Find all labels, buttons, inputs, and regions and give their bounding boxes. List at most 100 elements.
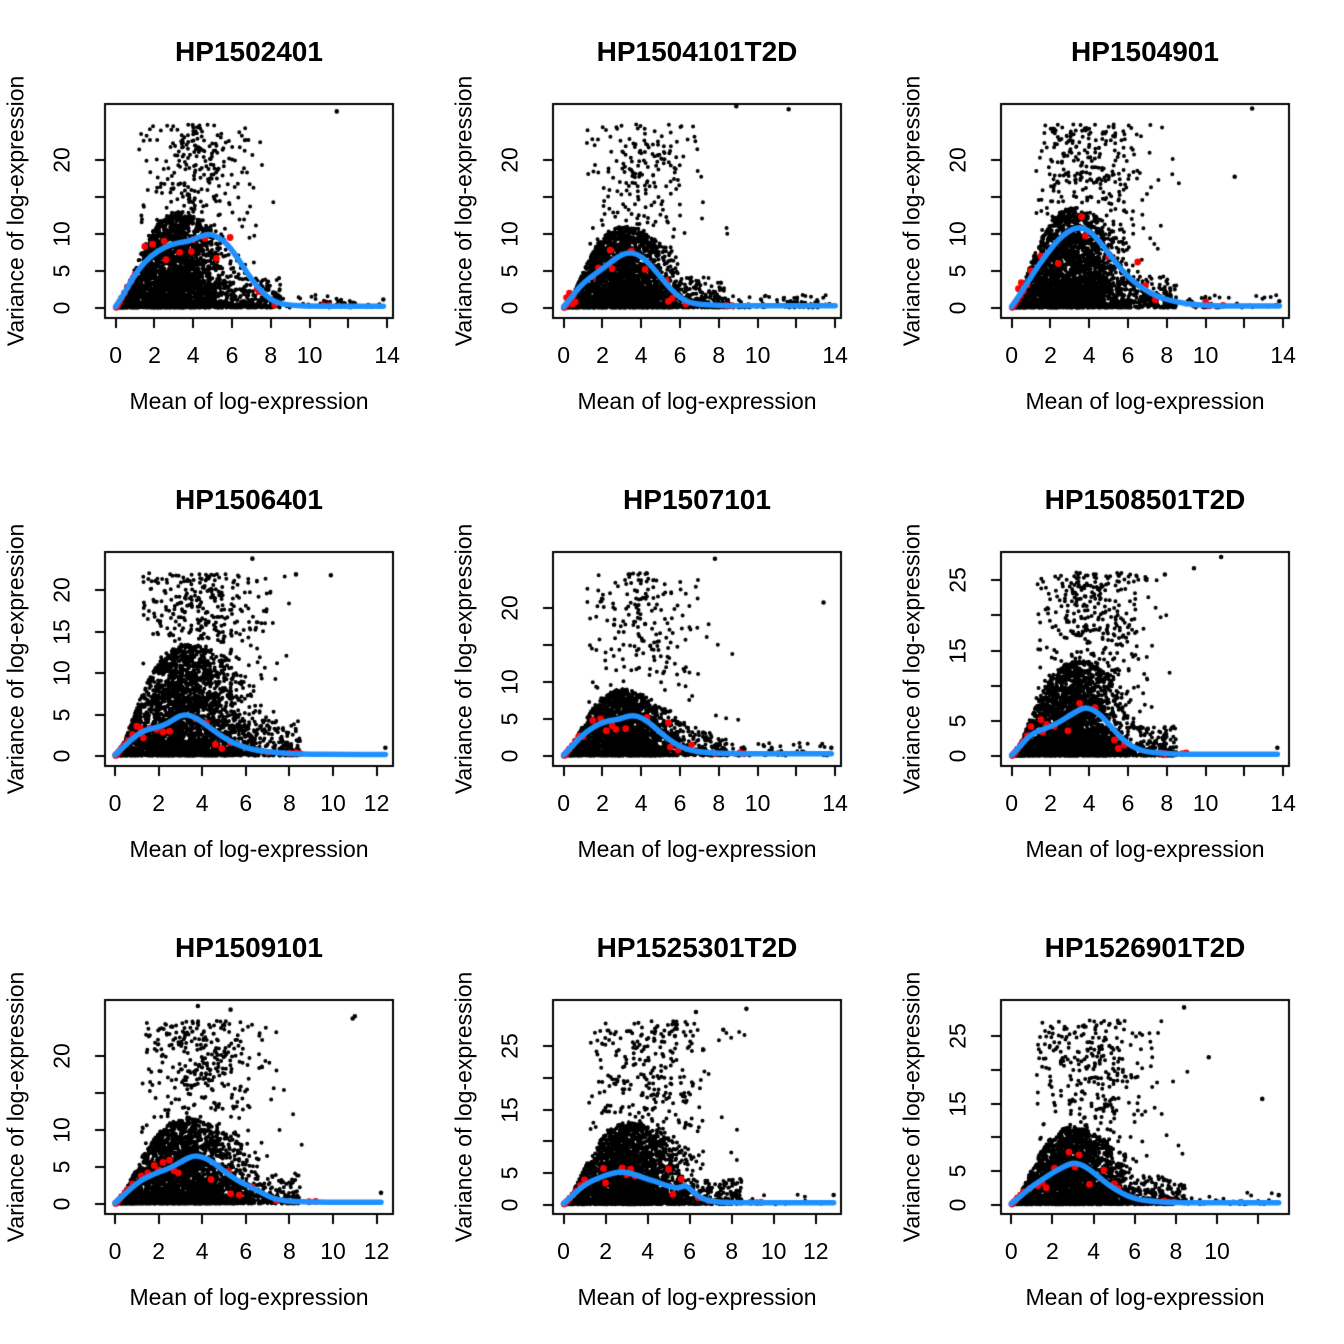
x-tick-label: 0 [557, 342, 571, 368]
y-tick-label: 15 [496, 1096, 523, 1123]
panel-title: HP1502401 [175, 36, 323, 67]
x-tick-label: 14 [1270, 342, 1296, 368]
x-tick-label: 4 [1082, 790, 1096, 816]
x-tick-label: 14 [1270, 790, 1296, 816]
y-tick-label: 0 [944, 1198, 971, 1211]
y-tick-label: 15 [944, 1090, 971, 1117]
panel-title: HP1526901T2D [1044, 932, 1246, 963]
x-tick-label: 10 [1204, 1238, 1230, 1264]
panel-title: HP1506401 [175, 484, 323, 515]
scatter-plot-canvas [448, 448, 896, 896]
x-tick-label: 2 [596, 342, 609, 368]
x-tick-label: 8 [264, 342, 278, 368]
x-axis-label: Mean of log-expression [129, 388, 369, 414]
panel-HP1509101: HP1509101 Variance of log-expression Mea… [0, 896, 448, 1344]
y-tick-label: 15 [944, 637, 971, 664]
panel-title: HP1509101 [175, 932, 323, 963]
x-tick-label: 0 [557, 1238, 570, 1264]
y-tick-label: 5 [48, 264, 75, 278]
x-tick-label: 8 [282, 790, 296, 816]
y-tick-label: 25 [496, 1033, 523, 1059]
x-tick-label: 2 [152, 1238, 165, 1264]
panel-title: HP1508501T2D [1044, 484, 1246, 515]
x-tick-label: 2 [599, 1238, 612, 1264]
panel-title: HP1504101T2D [596, 36, 798, 67]
panel-HP1526901T2D: HP1526901T2D Variance of log-expression … [896, 896, 1344, 1344]
y-tick-label: 5 [48, 708, 75, 721]
y-axis-label: Variance of log-expression [450, 523, 477, 795]
x-tick-label: 2 [596, 790, 609, 816]
x-tick-label: 6 [673, 790, 687, 816]
scatter-plot-canvas [448, 0, 896, 448]
y-tick-label: 0 [496, 301, 523, 315]
panel-HP1507101: HP1507101 Variance of log-expression Mea… [448, 448, 896, 896]
x-tick-label: 4 [634, 790, 648, 816]
y-tick-label: 10 [48, 1117, 75, 1143]
x-tick-label: 0 [1004, 1238, 1018, 1264]
x-axis-label: Mean of log-expression [577, 836, 817, 862]
x-tick-label: 0 [557, 790, 571, 816]
x-tick-label: 12 [363, 790, 390, 816]
x-tick-label: 2 [1045, 1238, 1059, 1264]
y-tick-label: 20 [496, 594, 523, 621]
y-tick-label: 0 [944, 749, 971, 763]
x-tick-label: 4 [641, 1238, 654, 1264]
x-tick-label: 8 [712, 790, 726, 816]
x-tick-label: 6 [1128, 1238, 1142, 1264]
x-axis-label: Mean of log-expression [129, 836, 369, 862]
x-tick-label: 10 [744, 342, 771, 368]
y-tick-label: 15 [48, 618, 75, 645]
x-tick-label: 0 [108, 1238, 122, 1264]
y-tick-label: 5 [944, 264, 971, 278]
y-tick-label: 20 [48, 1042, 75, 1069]
x-tick-label: 0 [108, 790, 122, 816]
x-tick-label: 6 [1121, 342, 1135, 368]
y-tick-label: 5 [496, 1166, 523, 1180]
y-axis-label: Variance of log-expression [450, 75, 477, 347]
y-axis-label: Variance of log-expression [2, 523, 29, 795]
x-tick-label: 4 [186, 342, 200, 368]
x-tick-label: 8 [712, 342, 726, 368]
y-tick-label: 0 [496, 1198, 523, 1211]
x-tick-label: 6 [1121, 790, 1135, 816]
y-axis-label: Variance of log-expression [898, 523, 925, 795]
x-tick-label: 4 [1087, 1238, 1100, 1264]
x-tick-label: 14 [822, 342, 848, 368]
x-tick-label: 0 [1005, 790, 1019, 816]
scatter-plot-canvas [896, 896, 1344, 1344]
y-tick-label: 25 [944, 1023, 971, 1050]
x-tick-label: 4 [634, 342, 648, 368]
x-tick-label: 0 [109, 342, 123, 368]
y-tick-label: 25 [944, 567, 971, 593]
y-tick-label: 0 [48, 301, 75, 315]
x-tick-label: 2 [148, 342, 161, 368]
x-tick-label: 6 [225, 342, 239, 368]
panel-title: HP1507101 [623, 484, 771, 515]
scatter-plot-canvas [0, 0, 448, 448]
y-tick-label: 20 [944, 146, 971, 173]
y-axis-label: Variance of log-expression [2, 971, 29, 1243]
y-tick-label: 5 [944, 1164, 971, 1178]
x-axis-label: Mean of log-expression [1025, 388, 1265, 414]
x-tick-label: 10 [296, 342, 323, 368]
y-axis-label: Variance of log-expression [898, 75, 925, 347]
panel-HP1504101T2D: HP1504101T2D Variance of log-expression … [448, 0, 896, 448]
x-tick-label: 12 [803, 1238, 829, 1264]
x-tick-label: 8 [1160, 342, 1174, 368]
y-tick-label: 5 [48, 1160, 75, 1174]
x-tick-label: 0 [1005, 342, 1019, 368]
x-tick-label: 4 [195, 790, 209, 816]
x-tick-label: 8 [1169, 1238, 1183, 1264]
x-tick-label: 6 [239, 1238, 253, 1264]
panel-HP1525301T2D: HP1525301T2D Variance of log-expression … [448, 896, 896, 1344]
panel-title: HP1525301T2D [596, 932, 798, 963]
panel-HP1504901: HP1504901 Variance of log-expression Mea… [896, 0, 1344, 448]
panel-title: HP1504901 [1071, 36, 1219, 67]
scatter-plot-canvas [0, 448, 448, 896]
y-tick-label: 5 [496, 264, 523, 278]
y-tick-label: 5 [944, 714, 971, 728]
x-tick-label: 2 [1044, 790, 1057, 816]
x-tick-label: 6 [683, 1238, 696, 1264]
y-tick-label: 10 [496, 669, 523, 695]
x-tick-label: 2 [152, 790, 165, 816]
